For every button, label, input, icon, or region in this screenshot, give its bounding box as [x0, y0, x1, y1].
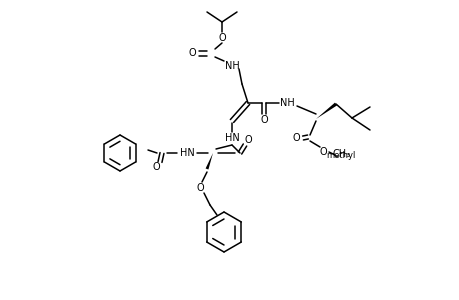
Text: O: O [244, 135, 251, 145]
Text: methyl: methyl [325, 151, 355, 160]
Polygon shape [315, 103, 336, 119]
Text: O: O [218, 33, 225, 43]
Text: NH: NH [279, 98, 294, 108]
Text: O: O [291, 133, 299, 143]
Polygon shape [205, 153, 213, 169]
Text: O: O [152, 162, 159, 172]
Text: HN: HN [224, 133, 239, 143]
Text: CH₃: CH₃ [332, 149, 350, 159]
Text: NH: NH [224, 61, 239, 71]
Text: HN: HN [179, 148, 194, 158]
Text: O: O [188, 48, 196, 58]
Text: O: O [319, 147, 326, 157]
Text: O: O [196, 183, 203, 193]
Text: O: O [260, 115, 267, 125]
